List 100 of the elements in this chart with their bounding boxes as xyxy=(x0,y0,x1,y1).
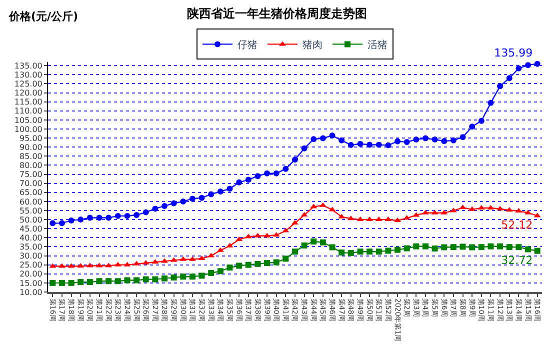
y-tick-label: 70.00 xyxy=(19,179,42,188)
point xyxy=(208,270,214,276)
point xyxy=(86,214,93,221)
point xyxy=(506,75,512,82)
point xyxy=(264,260,270,266)
point xyxy=(134,212,140,218)
point xyxy=(534,248,540,254)
point xyxy=(404,245,410,252)
legend-label: 活猪 xyxy=(368,39,388,52)
point xyxy=(198,194,205,201)
point xyxy=(78,279,84,286)
y-axis-title: 价格(元/公斤) xyxy=(8,10,78,23)
point xyxy=(478,244,484,250)
point xyxy=(366,248,373,255)
point xyxy=(114,212,121,219)
point xyxy=(460,134,466,140)
point xyxy=(394,138,401,144)
point xyxy=(106,278,112,284)
point xyxy=(525,62,532,68)
point xyxy=(338,137,345,144)
point xyxy=(432,246,438,252)
y-tick-label: 80.00 xyxy=(19,161,42,170)
point xyxy=(329,244,336,250)
point xyxy=(348,250,354,256)
point xyxy=(161,258,168,263)
y-tick-label: 120.00 xyxy=(14,88,42,98)
data-label: 135.99 xyxy=(494,46,533,60)
point xyxy=(488,100,494,106)
y-tick-label: 40.00 xyxy=(19,233,42,242)
point xyxy=(254,260,261,267)
point xyxy=(394,246,401,253)
y-tick-label: 90.00 xyxy=(19,142,42,152)
point xyxy=(357,140,364,147)
y-tick-label: 105.00 xyxy=(14,116,42,125)
y-tick-label: 100.00 xyxy=(14,124,42,134)
y-tick-label: 50.00 xyxy=(19,215,42,224)
point xyxy=(524,210,532,214)
point xyxy=(376,142,382,148)
y-tick-label: 20.00 xyxy=(19,270,42,279)
point xyxy=(273,259,280,266)
point xyxy=(208,191,214,198)
point xyxy=(170,200,177,206)
point xyxy=(282,166,289,172)
point xyxy=(366,142,373,148)
point xyxy=(96,214,102,221)
point xyxy=(357,248,364,255)
y-tick-label: 10.00 xyxy=(19,288,42,297)
point xyxy=(162,202,168,209)
y-tick-label: 110.00 xyxy=(14,106,42,116)
point xyxy=(264,170,270,176)
legend-label: 仔猪 xyxy=(238,39,258,52)
point xyxy=(50,220,56,226)
point xyxy=(329,132,336,139)
point xyxy=(469,124,476,130)
point xyxy=(226,264,233,271)
point xyxy=(310,136,317,142)
point xyxy=(516,244,522,250)
point xyxy=(338,250,345,256)
point xyxy=(170,274,177,281)
point xyxy=(441,244,448,250)
point xyxy=(264,232,270,238)
data-label: 32.72 xyxy=(501,254,533,267)
y-tick-label: 15.00 xyxy=(19,278,42,288)
point xyxy=(460,244,466,250)
point xyxy=(189,196,196,202)
point xyxy=(114,278,121,284)
point xyxy=(469,244,476,250)
point xyxy=(301,145,308,152)
point xyxy=(142,209,149,216)
point xyxy=(152,206,158,212)
point xyxy=(106,214,112,221)
point xyxy=(236,262,242,269)
point xyxy=(96,278,102,284)
point xyxy=(198,272,205,279)
point xyxy=(301,242,308,248)
point xyxy=(497,243,504,250)
point xyxy=(320,135,326,142)
point xyxy=(236,179,242,186)
point xyxy=(488,243,494,250)
y-tick-label: 130.00 xyxy=(14,70,42,80)
data-label: 52.12 xyxy=(501,218,533,232)
point xyxy=(134,277,140,284)
point xyxy=(292,248,298,255)
point xyxy=(68,217,74,224)
point xyxy=(413,243,420,250)
y-tick-label: 125.00 xyxy=(14,80,42,89)
y-tick-label: 115.00 xyxy=(14,98,42,107)
point xyxy=(534,60,540,67)
point xyxy=(376,248,382,255)
point xyxy=(86,279,93,286)
point xyxy=(58,220,65,226)
point xyxy=(441,138,448,144)
point xyxy=(124,277,130,284)
point xyxy=(525,246,532,252)
point xyxy=(68,280,74,286)
point xyxy=(422,243,428,250)
point xyxy=(516,65,522,72)
point xyxy=(273,170,280,176)
y-tick-label: 135.00 xyxy=(14,61,42,70)
y-tick-label: 95.00 xyxy=(19,134,42,143)
